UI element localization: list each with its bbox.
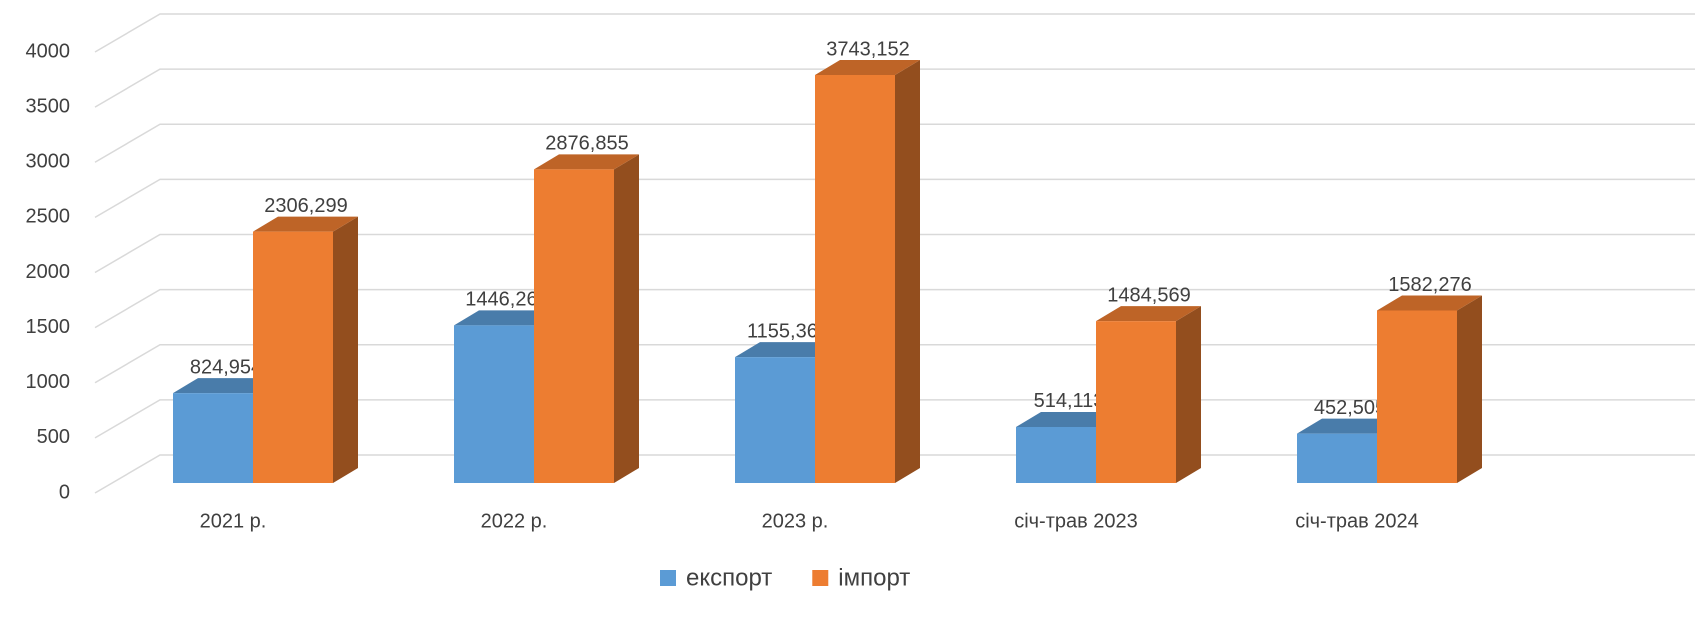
data-label: 514,113: [1034, 390, 1105, 412]
grid-line: [94, 233, 1695, 274]
y-tick-label: 500: [37, 426, 70, 448]
bar-top: [1297, 418, 1402, 434]
x-tick-label: 2021 р.: [200, 510, 267, 532]
bar-top: [454, 310, 559, 326]
x-tick-label: 2023 р.: [762, 510, 829, 532]
grid-line: [94, 123, 1695, 163]
bar-side: [895, 59, 920, 484]
bar-front: [1377, 310, 1457, 483]
grid-line: [94, 178, 1695, 219]
data-label: 1446,268: [465, 289, 548, 311]
data-label: 452,505: [1314, 397, 1386, 419]
x-tick-label: січ-трав 2024: [1295, 510, 1419, 532]
bar-side: [1457, 295, 1482, 483]
bar-side: [614, 154, 639, 484]
bar: [534, 154, 639, 484]
bar-front: [735, 357, 815, 483]
bar-front: [815, 74, 895, 483]
legend-label: експорт: [686, 564, 772, 591]
data-label: 824,954: [190, 356, 262, 378]
grid-line: [94, 13, 1695, 53]
bar: [253, 216, 358, 483]
bar-front: [1096, 321, 1176, 483]
bar-top: [253, 216, 358, 232]
bar-front: [173, 393, 253, 483]
bar-top: [815, 59, 920, 75]
bar-front: [1297, 433, 1377, 483]
data-label: 2306,299: [264, 195, 347, 217]
y-tick-label: 3500: [26, 95, 71, 117]
bar-top: [534, 154, 639, 170]
bar: [1096, 306, 1201, 483]
bar-top: [735, 342, 840, 358]
bar-front: [454, 325, 534, 483]
data-label: 1582,276: [1388, 274, 1471, 296]
x-tick-label: січ-трав 2023: [1014, 510, 1138, 532]
y-tick-label: 1000: [26, 371, 71, 393]
bar-side: [1176, 306, 1201, 483]
bar-top: [173, 378, 278, 394]
x-tick-label: 2022 р.: [481, 510, 548, 532]
bar-front: [534, 169, 614, 484]
bar-side: [333, 216, 358, 483]
bar: [815, 59, 920, 484]
bar: [1377, 295, 1482, 483]
grid-line: [94, 288, 1695, 329]
data-label: 1155,366: [747, 320, 829, 342]
grid-line: [94, 68, 1695, 108]
bar-top: [1016, 411, 1121, 427]
y-tick-label: 1500: [26, 316, 71, 338]
data-label: 1484,569: [1107, 284, 1190, 306]
y-tick-label: 0: [59, 481, 70, 503]
data-label: 3743,152: [826, 38, 909, 60]
legend-swatch: [812, 570, 829, 586]
bar-front: [1016, 426, 1096, 483]
y-tick-label: 4000: [26, 40, 71, 62]
bar-top: [1096, 306, 1201, 322]
bar-front: [253, 231, 333, 483]
legend-label: імпорт: [838, 564, 910, 591]
y-tick-label: 3000: [26, 151, 71, 173]
bar-top: [1377, 295, 1482, 311]
legend-swatch: [660, 570, 676, 586]
y-tick-label: 2000: [26, 261, 71, 283]
data-label: 2876,855: [545, 133, 628, 155]
y-tick-label: 2500: [26, 206, 71, 228]
